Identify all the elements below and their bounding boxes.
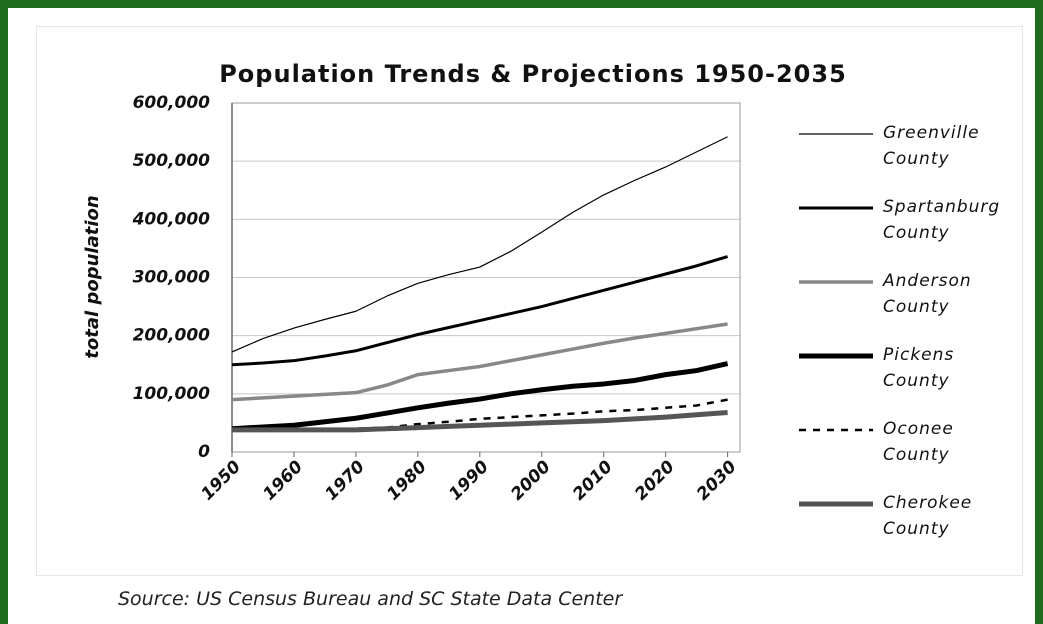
legend-label: Anderson County [883, 271, 972, 317]
legend-swatch [799, 428, 873, 432]
card [36, 26, 1023, 576]
legend-item: Oconee County [795, 416, 1035, 490]
x-tick-label: 2010 [569, 457, 617, 505]
series-line [231, 361, 729, 432]
y-tick-label: 500,000 [133, 151, 211, 171]
series-line [232, 409, 728, 433]
x-tick-label: 2000 [507, 457, 555, 505]
chart: Population Trends & Projections 1950-203… [82, 60, 847, 505]
legend-label: Spartanburg County [883, 197, 1001, 243]
legend-swatch [799, 280, 873, 284]
series-line [231, 136, 728, 353]
y-axis-label: total population [82, 195, 103, 358]
legend-item: Greenville County [795, 120, 1035, 194]
legend-swatch [799, 501, 873, 507]
x-tick-label: 2020 [631, 457, 679, 505]
y-tick-label: 400,000 [132, 209, 211, 229]
x-tick-label: 1990 [445, 457, 493, 505]
legend-item: Spartanburg County [795, 194, 1035, 268]
x-tick-label: 1960 [259, 457, 307, 505]
legend: Greenville County Spartanburg County Ander… [795, 120, 1035, 564]
legend-swatch [799, 353, 873, 359]
legend-label: Cherokee County [883, 493, 973, 539]
series-line [231, 322, 728, 402]
legend-swatch [799, 206, 873, 210]
y-tick-label: 0 [198, 442, 210, 462]
x-tick-label: 1970 [321, 457, 369, 505]
y-tick-label: 100,000 [133, 384, 211, 404]
source: Source: US Census Bureau and SC State Da… [118, 588, 623, 610]
frame [8, 8, 1035, 624]
legend-label: Pickens County [883, 345, 955, 391]
legend-item: Anderson County [795, 268, 1035, 342]
y-tick-label: 300,000 [133, 268, 211, 288]
chart-title: Population Trends & Projections 1950-203… [219, 60, 847, 88]
x-tick-label: 2030 [693, 457, 741, 505]
x-tick-label: 1980 [383, 457, 431, 505]
legend-label: Greenville County [883, 123, 980, 169]
x-tick-label: 1950 [197, 457, 245, 505]
y-tick-label: 200,000 [133, 326, 211, 346]
legend-label: Oconee County [883, 419, 954, 465]
legend-item: Pickens County [795, 342, 1035, 416]
legend-swatch [799, 133, 873, 135]
y-tick-label: 600,000 [133, 93, 211, 113]
series-line [231, 255, 729, 367]
legend-item: Cherokee County [795, 490, 1035, 564]
